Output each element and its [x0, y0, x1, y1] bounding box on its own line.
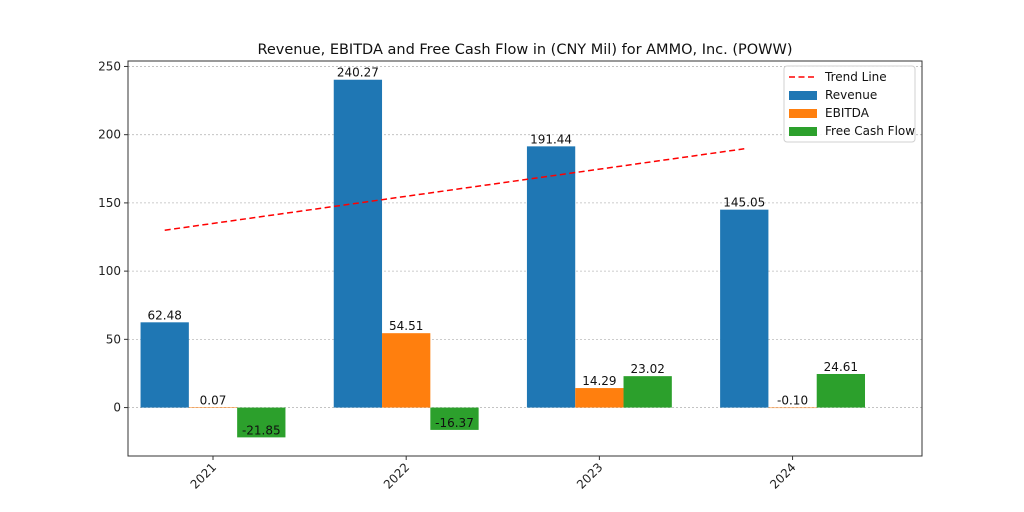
data-label-free-cash-flow-2024: 24.61 [824, 360, 858, 374]
bar-labels: 62.48 240.27 191.44 145.05 0.07 54.51 14.29 -0.… [148, 66, 859, 438]
y-tick-label: 50 [106, 332, 121, 346]
bar-ebitda-2024 [768, 407, 817, 409]
chart-title: Revenue, EBITDA and Free Cash Flow in (C… [257, 42, 792, 58]
axes-frame [127, 60, 923, 457]
bar-ebitda-2022 [382, 333, 431, 408]
bar-free-cash-flow-2023 [623, 376, 672, 408]
bar-free-cash-flow-2021 [237, 407, 286, 438]
data-label-ebitda-2022: 54.51 [389, 319, 423, 333]
bar-revenue-2024 [720, 209, 769, 408]
bar-revenue-2021 [140, 322, 189, 408]
y-tick-label: 250 [98, 59, 121, 73]
data-label-revenue-2024: 145.05 [723, 196, 765, 210]
legend-label: Revenue [825, 88, 877, 102]
data-label-ebitda-2024: -0.10 [777, 394, 808, 408]
legend-swatch [789, 91, 817, 100]
legend-label: Trend Line [824, 70, 887, 84]
data-label-free-cash-flow-2022: -16.37 [435, 416, 474, 430]
bar-free-cash-flow-2024 [816, 373, 866, 408]
bar-revenue-2023 [526, 146, 576, 408]
legend-label: EBITDA [825, 106, 870, 120]
bars [140, 79, 866, 438]
legend-item-trend-line: Trend Line [789, 70, 887, 84]
legend-item-ebitda: EBITDA [789, 106, 870, 120]
legend-item-revenue: Revenue [789, 88, 877, 102]
bar-free-cash-flow-2022 [430, 407, 479, 430]
data-label-revenue-2022: 240.27 [337, 66, 379, 80]
y-tick-label: 150 [98, 196, 121, 210]
bar-revenue-2022 [333, 79, 383, 408]
data-label-free-cash-flow-2023: 23.02 [630, 362, 664, 376]
data-label-revenue-2021: 62.48 [148, 308, 182, 322]
y-tick-label: 200 [98, 128, 121, 142]
y-tick-label: 0 [113, 401, 121, 415]
data-label-revenue-2023: 191.44 [530, 132, 572, 146]
legend-swatch [789, 109, 817, 118]
legend-label: Free Cash Flow [825, 124, 915, 138]
legend-item-free-cash-flow: Free Cash Flow [789, 124, 915, 138]
data-label-free-cash-flow-2021: -21.85 [242, 423, 281, 437]
legend: Trend Line Revenue EBITDA Free Cash Flow [783, 65, 916, 143]
bar-ebitda-2021 [188, 407, 238, 408]
x-axis: 2021 2022 2023 2024 [188, 456, 799, 492]
y-tick-label: 100 [98, 264, 121, 278]
bar-ebitda-2023 [575, 388, 624, 408]
legend-swatch [789, 127, 817, 136]
legend-box [783, 65, 916, 143]
data-label-ebitda-2023: 14.29 [582, 374, 616, 388]
data-label-ebitda-2021: 0.07 [200, 393, 227, 407]
y-axis: 0 50 100 150 200 250 [98, 59, 128, 415]
trend-line-group [164, 148, 745, 231]
trend-line [164, 148, 745, 231]
